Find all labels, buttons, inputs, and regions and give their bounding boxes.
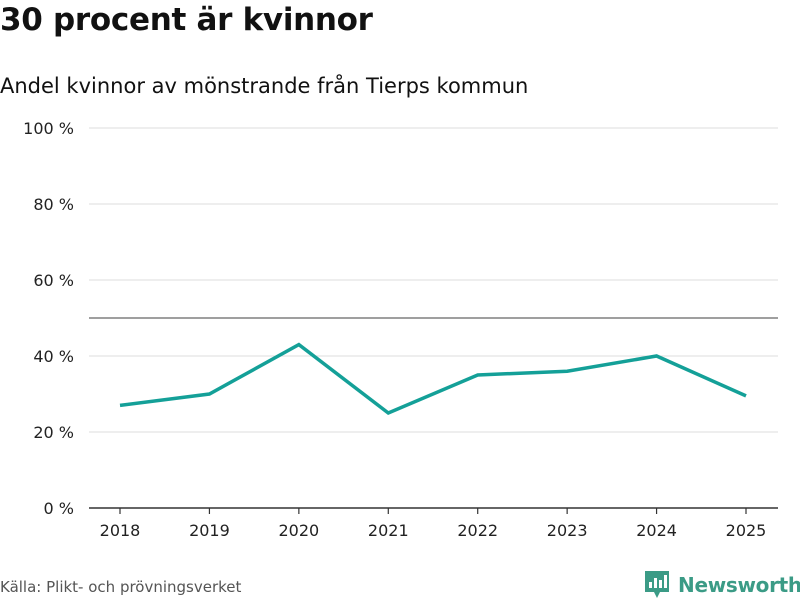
y-tick-label-0: 0 % [44,499,74,518]
y-tick-label-100: 100 % [23,119,74,138]
chart-subtitle: Andel kvinnor av mönstrande från Tierps … [0,74,529,98]
source-note: Källa: Plikt- och prövningsverket [0,578,242,596]
y-tick-label-60: 60 % [33,271,74,290]
x-axis-ticks [119,508,747,514]
x-tick-label-2020: 2020 [278,521,319,540]
brand-name: Newsworthy [678,573,800,597]
brand-logo: Newsworthy [644,570,800,600]
y-tick-label-80: 80 % [33,195,74,214]
x-tick-label-2019: 2019 [189,521,230,540]
x-tick-label-2023: 2023 [547,521,588,540]
x-tick-label-2024: 2024 [636,521,677,540]
series-group [119,342,747,416]
x-axis-labels: 2018 2019 2020 2021 2022 2023 2024 2025 [100,521,767,540]
line-chart: 0 % 20 % 40 % 60 % 80 % 100 % 2018 2019 2020 202… [23,119,778,540]
y-tick-label-20: 20 % [33,423,74,442]
x-tick-label-2025: 2025 [726,521,767,540]
chart-title: 30 procent är kvinnor [0,2,373,38]
x-tick-label-2018: 2018 [100,521,141,540]
y-axis-labels: 0 % 20 % 40 % 60 % 80 % 100 % [23,119,74,518]
x-tick-label-2022: 2022 [457,521,498,540]
y-tick-label-40: 40 % [33,347,74,366]
gridlines [89,127,778,433]
series-line-0 [119,342,747,416]
x-tick-label-2021: 2021 [368,521,409,540]
newsworthy-icon [645,571,669,598]
